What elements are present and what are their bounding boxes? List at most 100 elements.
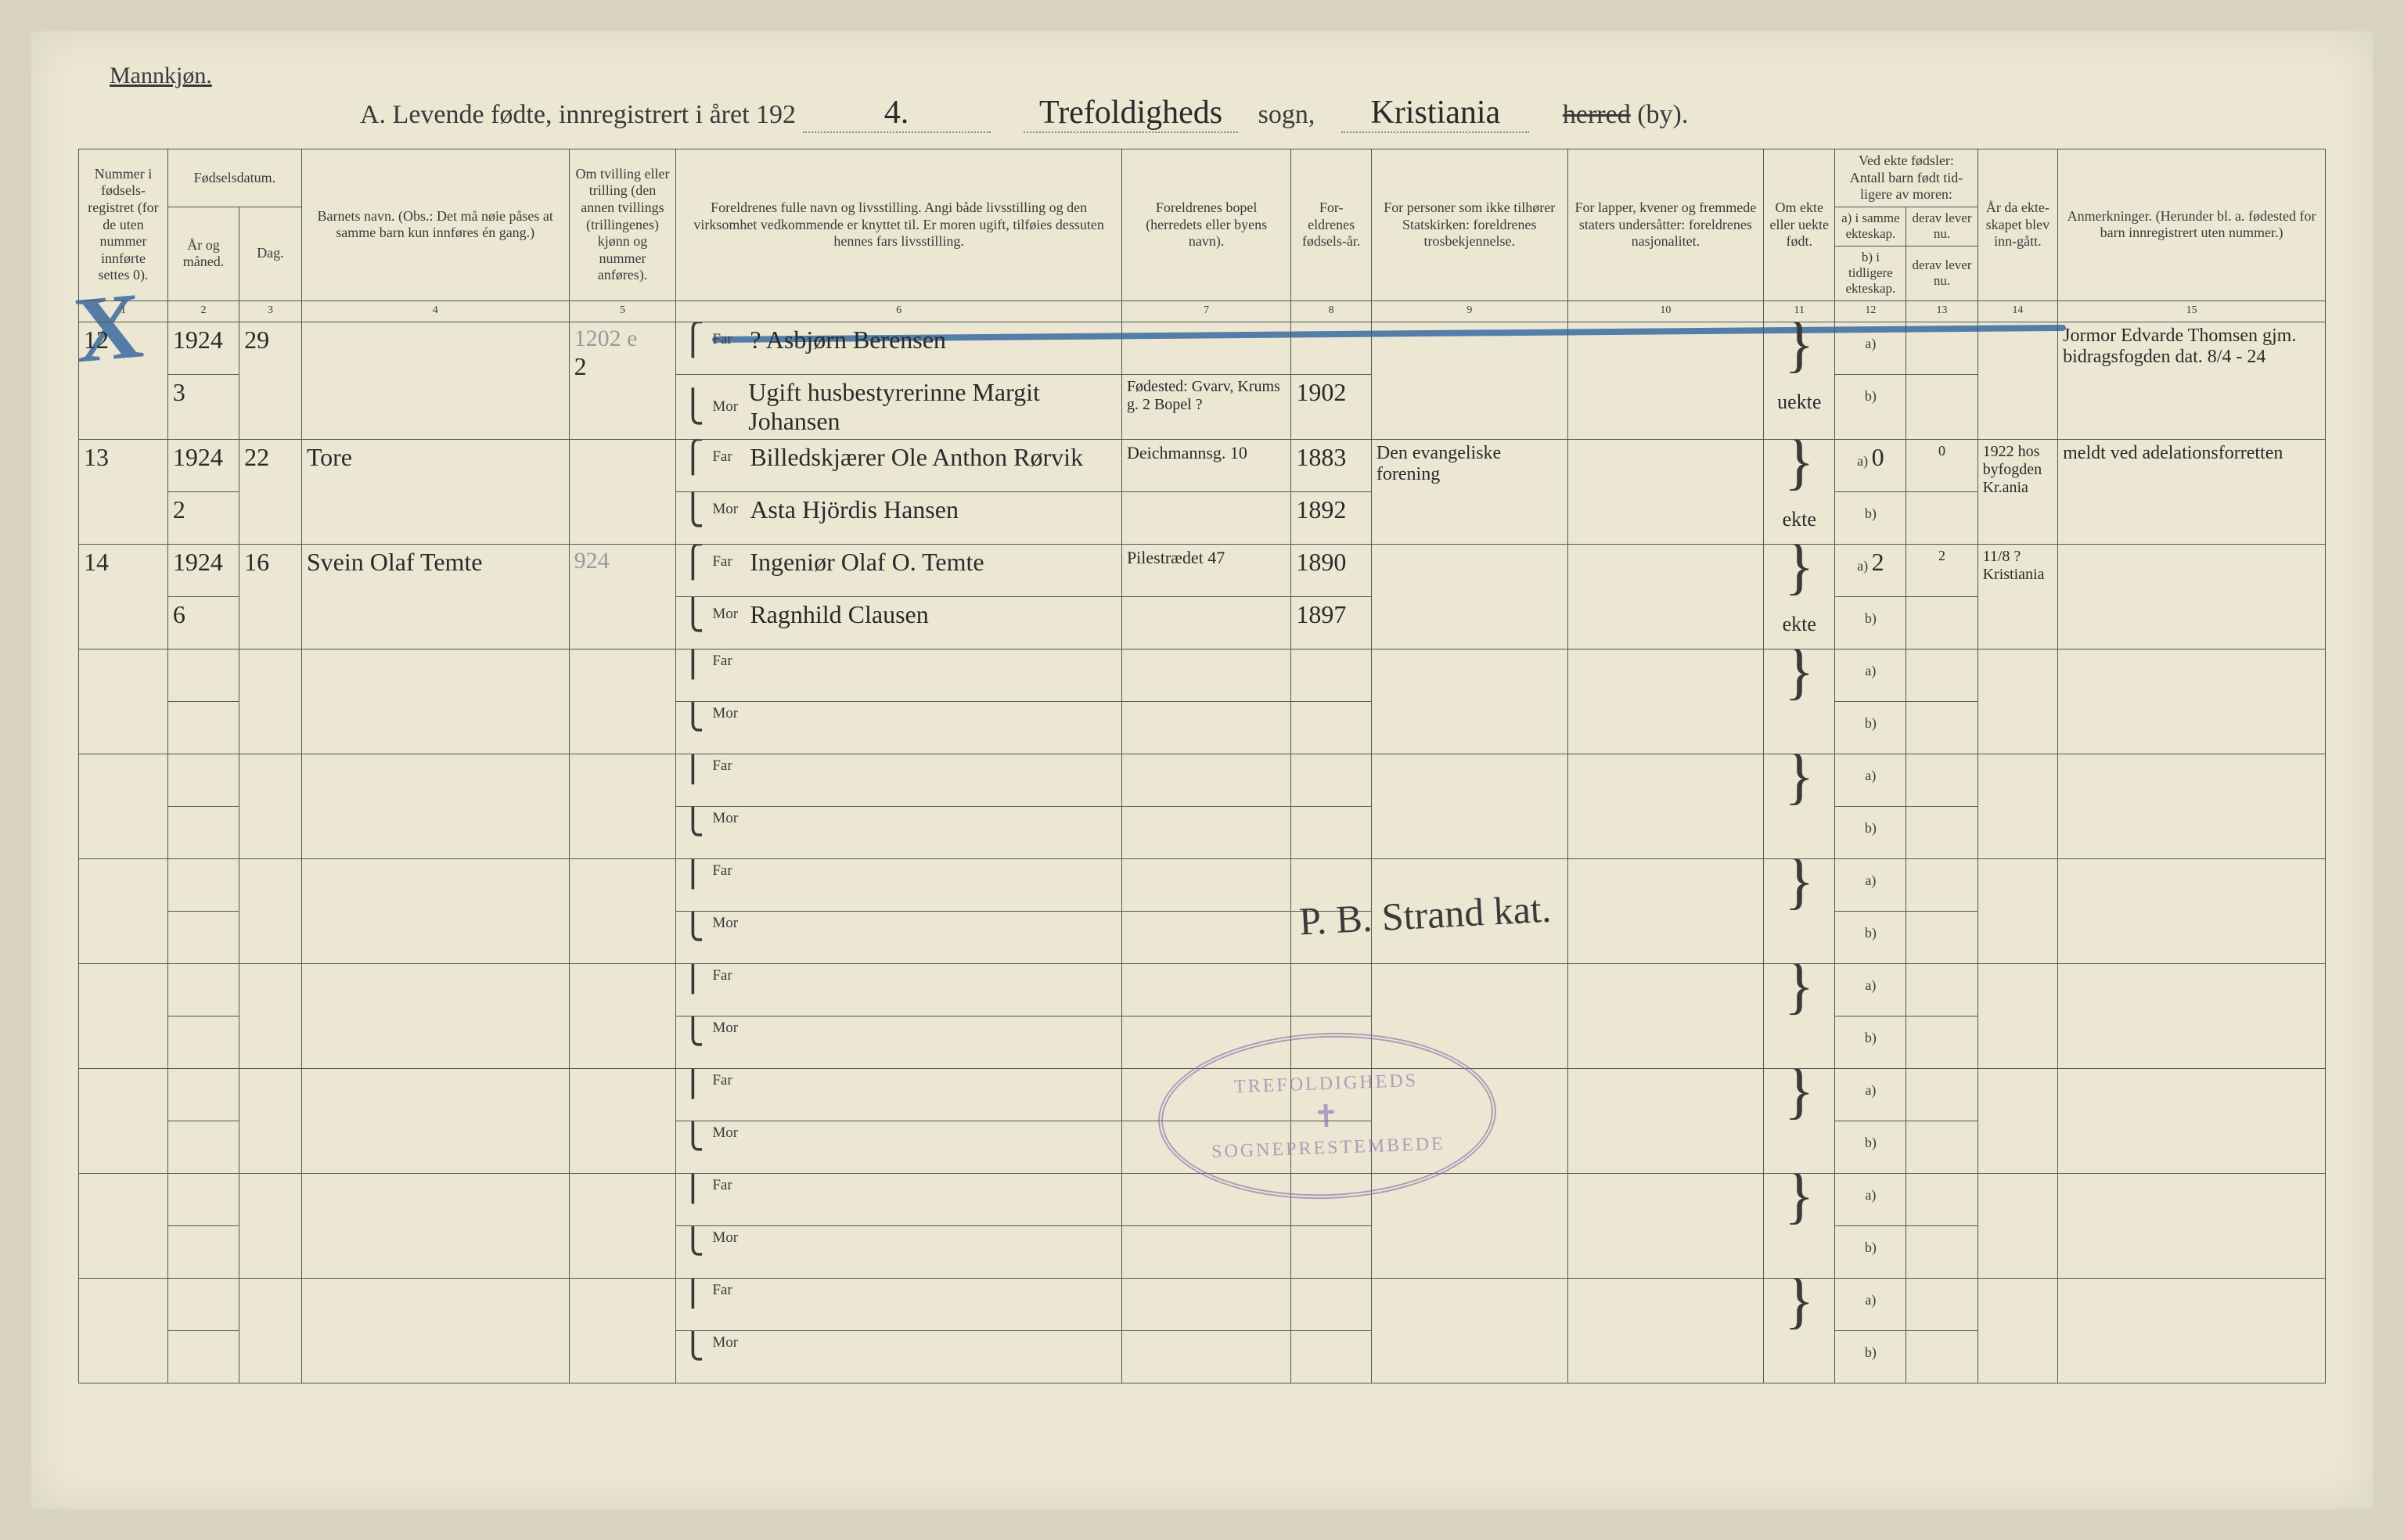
cell-day — [239, 754, 302, 858]
cell-bopel-mor — [1121, 1225, 1290, 1278]
cn-8: 8 — [1291, 300, 1372, 322]
cell-twin: 1202 e2 — [569, 322, 676, 439]
cell-nasj — [1567, 963, 1764, 1068]
table-row: ⎧Far} a) — [79, 963, 2326, 1016]
cell-year — [167, 754, 239, 806]
cell-mor: ⎩Mor — [676, 1016, 1122, 1068]
cell-tros — [1371, 649, 1567, 754]
cell-ekte-brace: } — [1764, 1278, 1835, 1383]
cell-month — [167, 806, 239, 858]
h-c14: År da ekte-skapet blev inn-gått. — [1978, 149, 2058, 301]
cell-ekte-brace: } — [1764, 1068, 1835, 1173]
cell-nasj — [1567, 322, 1764, 439]
cn-11: 11 — [1764, 300, 1835, 322]
cell-nasj — [1567, 544, 1764, 649]
cell-bopel-mor — [1121, 491, 1290, 544]
cell-fy-mor — [1291, 701, 1372, 754]
cn-2: 2 — [167, 300, 239, 322]
cell-12b: b) — [1835, 701, 1906, 754]
cell-ekt-aar — [1978, 1173, 2058, 1278]
h-c2b: Dag. — [239, 207, 302, 300]
cell-num — [79, 1068, 168, 1173]
ledger-page: Mannkjøn. A. Levende fødte, innregistrer… — [31, 31, 2373, 1509]
cell-ekte-brace: } — [1764, 858, 1835, 963]
table-row: ⎧Far} a) — [79, 649, 2326, 701]
cell-ekt-aar — [1978, 649, 2058, 754]
cell-year — [167, 1278, 239, 1330]
cell-twin — [569, 1278, 676, 1383]
cell-name: Svein Olaf Temte — [301, 544, 569, 649]
cell-nasj — [1567, 439, 1764, 544]
cell-num: 12 — [79, 322, 168, 439]
cn-6: 6 — [676, 300, 1122, 322]
cell-far: ⎧Far — [676, 963, 1122, 1016]
cell-fy-far — [1291, 322, 1372, 374]
cell-anm — [2058, 1278, 2326, 1383]
cell-num — [79, 963, 168, 1068]
cell-13b — [1906, 701, 1978, 754]
cell-twin: 924 — [569, 544, 676, 649]
cell-tros — [1371, 1173, 1567, 1278]
cell-num — [79, 858, 168, 963]
cell-fy-mor — [1291, 1330, 1372, 1383]
by-label: (by). — [1637, 100, 1688, 129]
table-row: ⎧Far} a) — [79, 754, 2326, 806]
cell-12b: b) — [1835, 1016, 1906, 1068]
cell-far: ⎧FarBilledskjærer Ole Anthon Rørvik — [676, 439, 1122, 491]
cell-mor: ⎩Mor — [676, 1225, 1122, 1278]
cell-name — [301, 322, 569, 439]
cell-12a: a) 2 — [1835, 544, 1906, 596]
cell-year — [167, 1173, 239, 1225]
cell-ekt-aar — [1978, 322, 2058, 439]
table-body: 121924291202 e2⎧Far? Asbjørn Berensen} u… — [79, 322, 2326, 1383]
title-prefix: A. Levende fødte, innregistrert i året 1… — [360, 100, 796, 129]
cell-fy-far — [1291, 1278, 1372, 1330]
cell-12a: a) — [1835, 1068, 1906, 1121]
cell-ekte-brace: } ekte — [1764, 544, 1835, 649]
cell-twin — [569, 858, 676, 963]
cell-month: 3 — [167, 374, 239, 439]
cell-12b: b) — [1835, 1330, 1906, 1383]
h-c2a: År og måned. — [167, 207, 239, 300]
cell-13b — [1906, 596, 1978, 649]
cell-num — [79, 1173, 168, 1278]
cell-mor: ⎩Mor — [676, 911, 1122, 963]
cell-far: ⎧Far — [676, 1278, 1122, 1330]
cell-num — [79, 1278, 168, 1383]
table-row: 14192416Svein Olaf Temte924⎧FarIngeniør … — [79, 544, 2326, 596]
cell-nasj — [1567, 858, 1764, 963]
cell-bopel-far: Deichmannsg. 10 — [1121, 439, 1290, 491]
cell-num — [79, 649, 168, 754]
cell-fy-mor: 1892 — [1291, 491, 1372, 544]
cell-year: 1924 — [167, 322, 239, 374]
ledger-table: Nummer i fødsels-registret (for de uten … — [78, 149, 2326, 1383]
cell-month: 6 — [167, 596, 239, 649]
cell-month — [167, 1330, 239, 1383]
cell-13b — [1906, 911, 1978, 963]
cell-twin — [569, 649, 676, 754]
cell-ekt-aar — [1978, 858, 2058, 963]
cell-mor: ⎩Mor — [676, 1330, 1122, 1383]
cell-13a — [1906, 754, 1978, 806]
cell-day: 16 — [239, 544, 302, 649]
cell-ekt-aar — [1978, 1278, 2058, 1383]
cell-twin — [569, 963, 676, 1068]
cell-13a: 2 — [1906, 544, 1978, 596]
cell-mor: ⎩Mor — [676, 1121, 1122, 1173]
cell-13a — [1906, 963, 1978, 1016]
cell-nasj — [1567, 1173, 1764, 1278]
cell-name — [301, 858, 569, 963]
cell-far: ⎧Far — [676, 858, 1122, 911]
h-c5: Om tvilling eller trilling (den annen tv… — [569, 149, 676, 301]
cell-year — [167, 858, 239, 911]
cell-mor: ⎩MorRagnhild Clausen — [676, 596, 1122, 649]
cell-twin — [569, 1173, 676, 1278]
cn-1: 1 — [79, 300, 168, 322]
h-c8: For-eldrenes fødsels-år. — [1291, 149, 1372, 301]
cell-bopel-far — [1121, 858, 1290, 911]
cell-13b — [1906, 1016, 1978, 1068]
cell-day — [239, 1278, 302, 1383]
cell-year: 1924 — [167, 439, 239, 491]
cell-12a: a) — [1835, 754, 1906, 806]
cell-month — [167, 1121, 239, 1173]
